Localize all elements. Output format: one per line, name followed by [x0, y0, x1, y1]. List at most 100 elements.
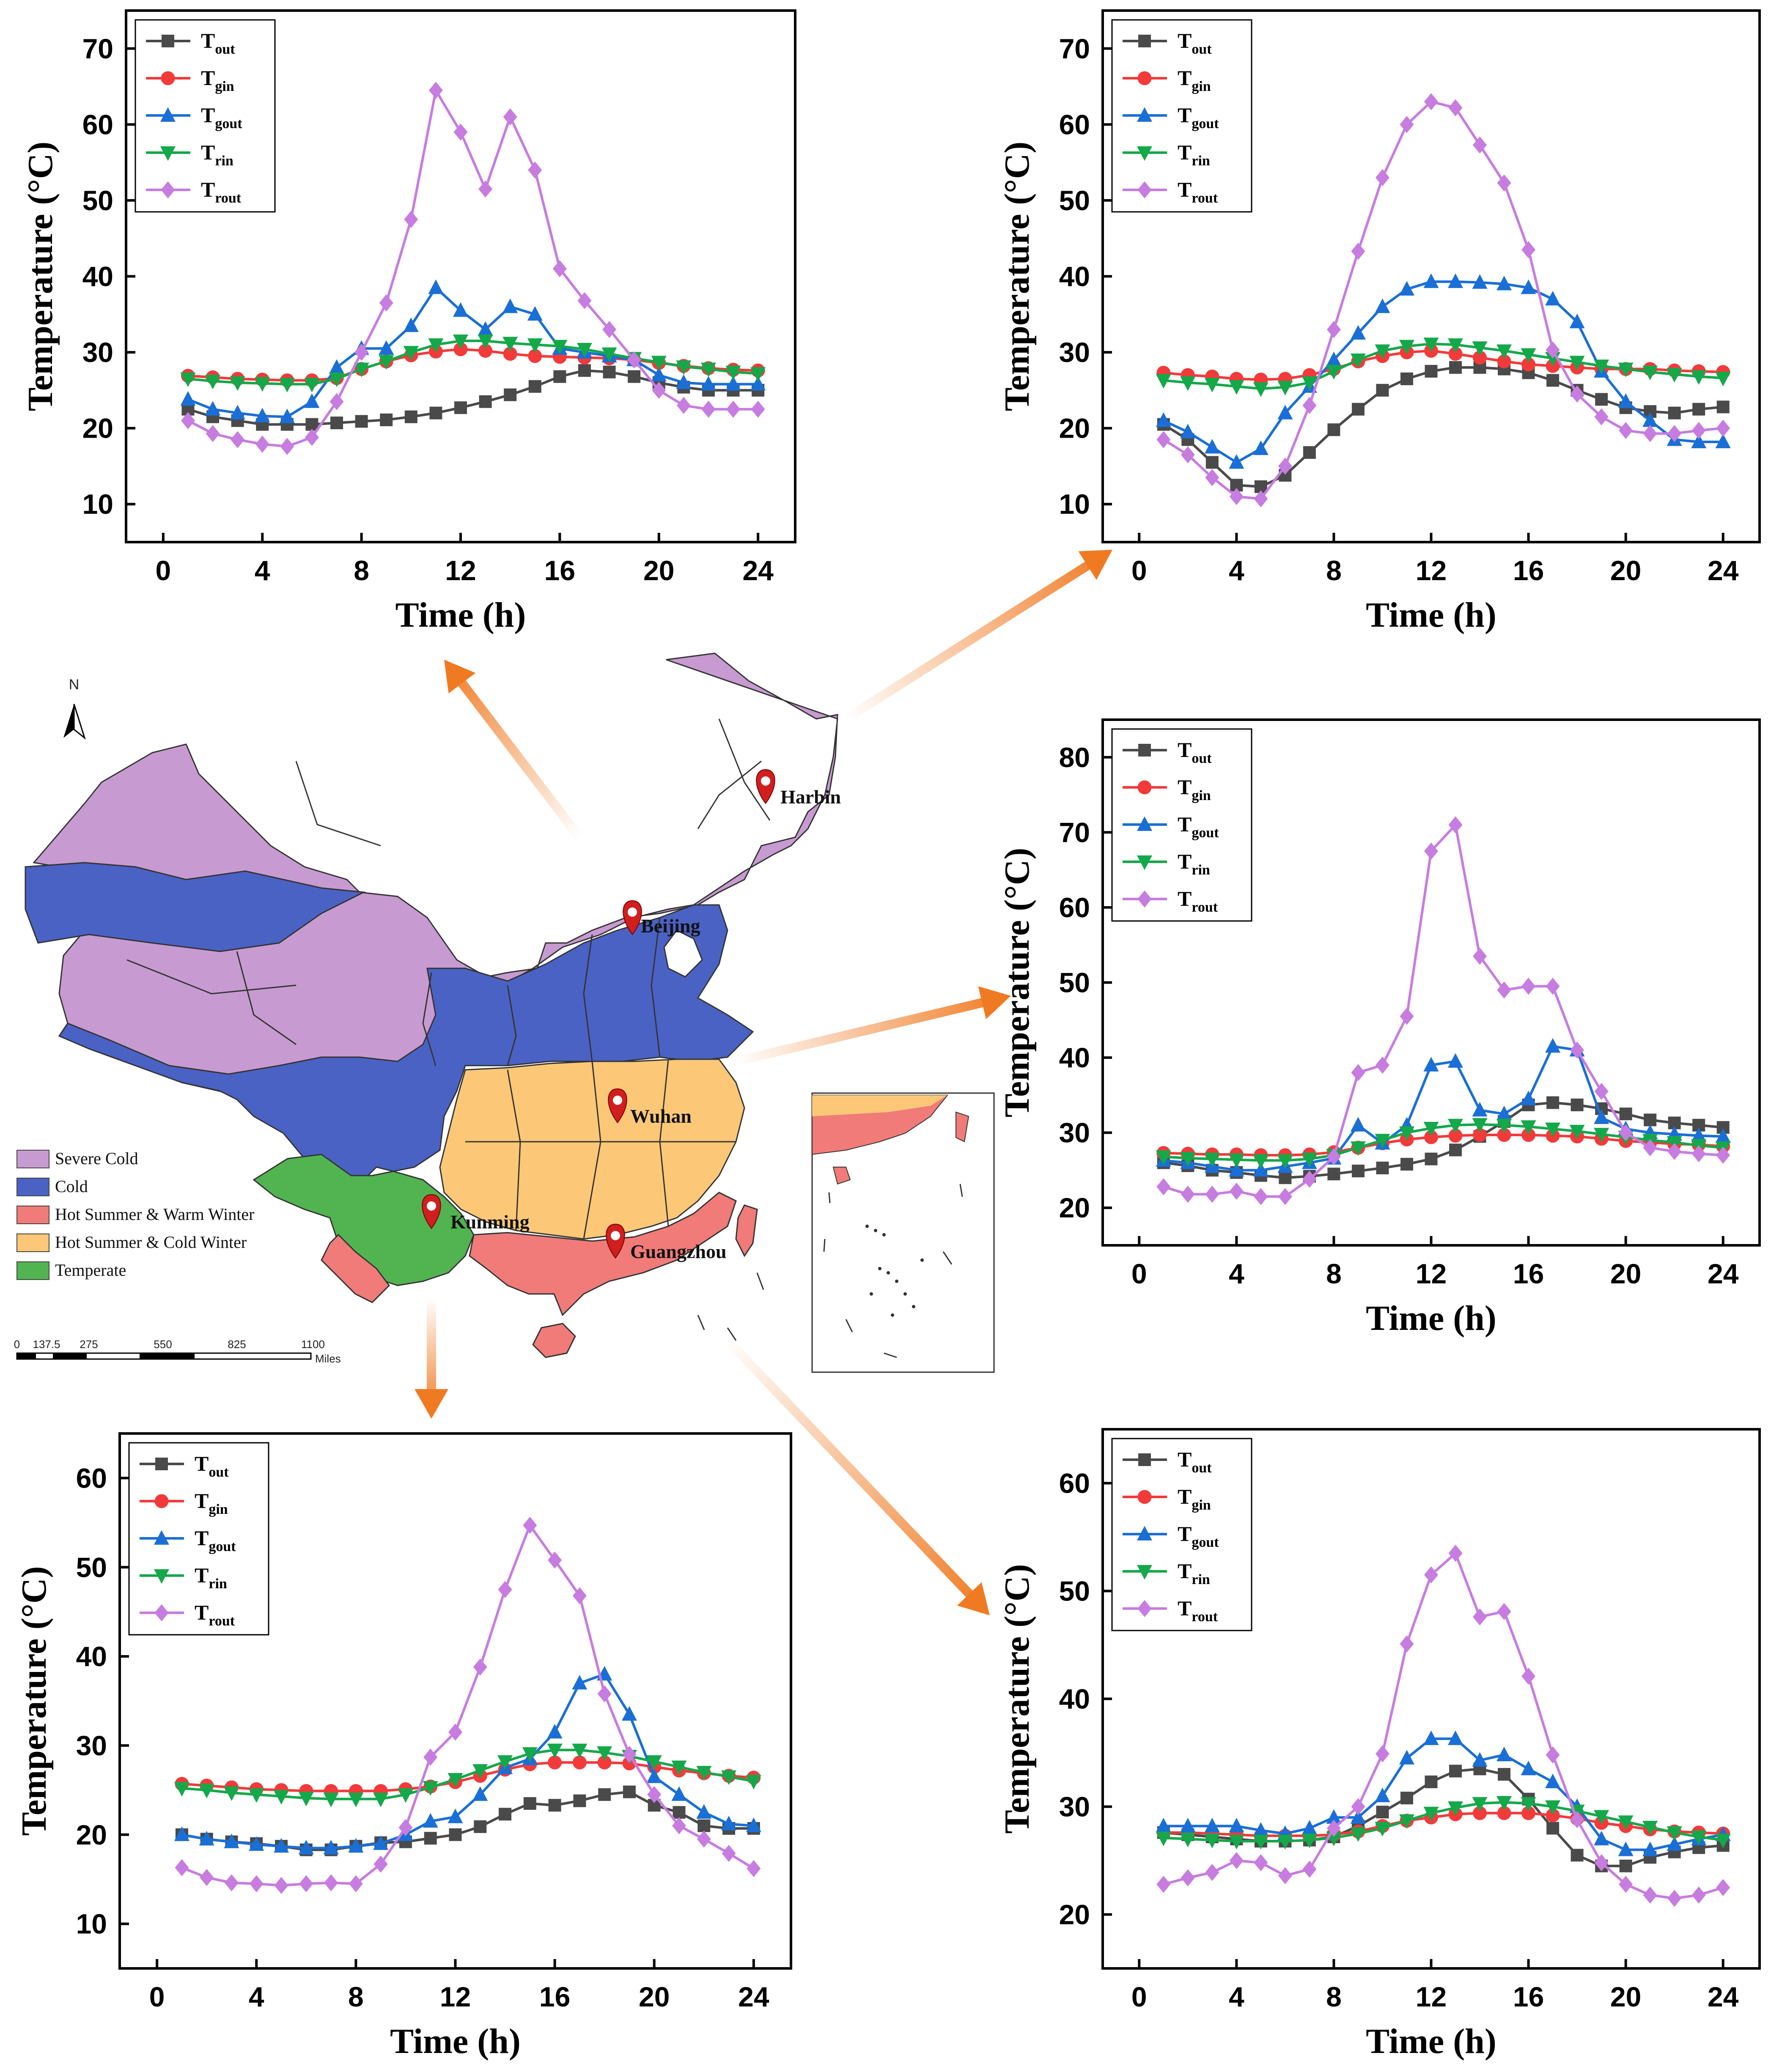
data-point	[428, 82, 443, 99]
data-point	[1594, 1109, 1609, 1124]
data-point	[305, 428, 319, 446]
legend-entry-Tgout: Tgout	[201, 103, 242, 132]
data-point	[478, 321, 493, 336]
x-tick-label: 0	[149, 1981, 165, 2012]
legend-marker	[1137, 890, 1152, 908]
data-point	[673, 1806, 686, 1819]
data-point	[603, 365, 616, 378]
data-point	[1546, 374, 1560, 387]
data-point	[448, 1773, 463, 1788]
data-point	[1423, 1057, 1439, 1072]
y-tick-label: 10	[82, 488, 113, 520]
legend: Tout Tgin Tgout Trin Trout	[1111, 728, 1252, 922]
y-tick-label: 70	[82, 33, 113, 64]
city-label: Harbin	[780, 786, 841, 808]
series-line	[188, 340, 758, 386]
connector-arrows	[415, 550, 1112, 1615]
data-point	[1497, 174, 1511, 192]
data-point	[502, 298, 518, 313]
data-point	[249, 1788, 264, 1803]
data-point	[280, 438, 294, 455]
legend-marker	[1138, 35, 1151, 47]
legend-entry-Tgin: Tgin	[1178, 66, 1211, 94]
data-point	[1472, 1797, 1488, 1812]
data-point	[1156, 1817, 1171, 1833]
data-point	[1545, 291, 1561, 306]
data-point	[1326, 351, 1342, 367]
data-point	[1644, 1113, 1657, 1126]
data-point	[1375, 1134, 1390, 1148]
data-point	[1643, 1139, 1657, 1157]
data-point	[199, 1831, 214, 1846]
data-point	[1205, 1186, 1219, 1203]
data-point	[676, 397, 691, 414]
data-point	[249, 1875, 264, 1892]
data-point	[552, 260, 567, 277]
data-point	[249, 1836, 264, 1851]
data-point	[1619, 422, 1633, 439]
zone-legend-entry: Hot Summer & Warm Winter	[16, 1205, 254, 1224]
data-point	[1667, 368, 1682, 383]
data-point	[1253, 1154, 1269, 1169]
data-point	[472, 1786, 488, 1801]
data-point	[627, 351, 641, 369]
data-point	[1619, 1859, 1632, 1872]
data-point	[274, 1838, 289, 1853]
data-point	[1156, 412, 1171, 427]
data-point	[1423, 1730, 1439, 1745]
x-tick-label: 20	[1610, 555, 1641, 586]
scale-label: 137.5	[33, 1338, 60, 1351]
data-point	[1278, 1188, 1292, 1205]
series-line	[1163, 1045, 1723, 1172]
data-point	[175, 1859, 189, 1877]
series-Trin	[1156, 1796, 1731, 1850]
data-point	[1473, 351, 1487, 365]
chart-guangzhou: 0 4 8 12 16 20 24 20 30 40 50 60 Time (h) Temperature…	[997, 1428, 1761, 2061]
x-tick-label: 4	[249, 1981, 264, 2012]
data-point	[355, 415, 368, 428]
legend-entry-Tgin: Tgin	[1178, 1485, 1211, 1513]
data-point	[279, 408, 295, 423]
data-point	[1400, 1792, 1413, 1805]
data-point	[403, 346, 419, 361]
data-point	[1618, 1842, 1634, 1856]
data-point	[1643, 425, 1657, 442]
data-point	[722, 1845, 736, 1862]
zone-swatch	[16, 1261, 49, 1280]
data-point	[1326, 365, 1342, 380]
data-point	[1521, 241, 1536, 258]
data-point	[503, 347, 517, 361]
data-point	[1473, 1128, 1487, 1142]
data-point	[1619, 1124, 1633, 1141]
zone-legend-entry: Severe Cold	[16, 1149, 138, 1168]
data-point	[646, 1755, 662, 1770]
data-point	[552, 340, 568, 355]
data-point	[1302, 1861, 1317, 1878]
data-point	[1423, 1806, 1439, 1822]
data-point	[1570, 385, 1584, 403]
x-tick-label: 0	[1131, 1258, 1147, 1289]
y-tick-label: 50	[1059, 185, 1090, 216]
data-point	[180, 391, 196, 406]
data-point	[1618, 362, 1634, 378]
data-point	[725, 375, 741, 391]
data-point	[1351, 1798, 1365, 1815]
data-point	[1278, 1867, 1292, 1884]
sea-boundary-dashes	[697, 1272, 764, 1341]
data-point	[1496, 1796, 1512, 1811]
data-point	[1691, 1830, 1707, 1845]
data-point	[646, 1768, 662, 1783]
zone-swatch	[16, 1233, 49, 1252]
data-point	[1302, 1170, 1317, 1188]
arrow-head	[444, 660, 476, 693]
chart-kunming: 0 4 8 12 16 20 24 10 20 30 40 50 60 Time (h) Temperatu…	[14, 1432, 792, 2061]
city-label: Beijing	[641, 915, 700, 937]
data-point	[672, 1817, 686, 1834]
data-point	[1326, 1809, 1342, 1824]
legend-marker	[154, 1494, 169, 1508]
y-tick-label: 30	[76, 1730, 107, 1761]
data-point	[1691, 1145, 1706, 1162]
legend-entry-Trin: Trin	[1178, 140, 1210, 169]
map-pin-dot	[427, 1201, 436, 1211]
data-point	[478, 334, 493, 349]
